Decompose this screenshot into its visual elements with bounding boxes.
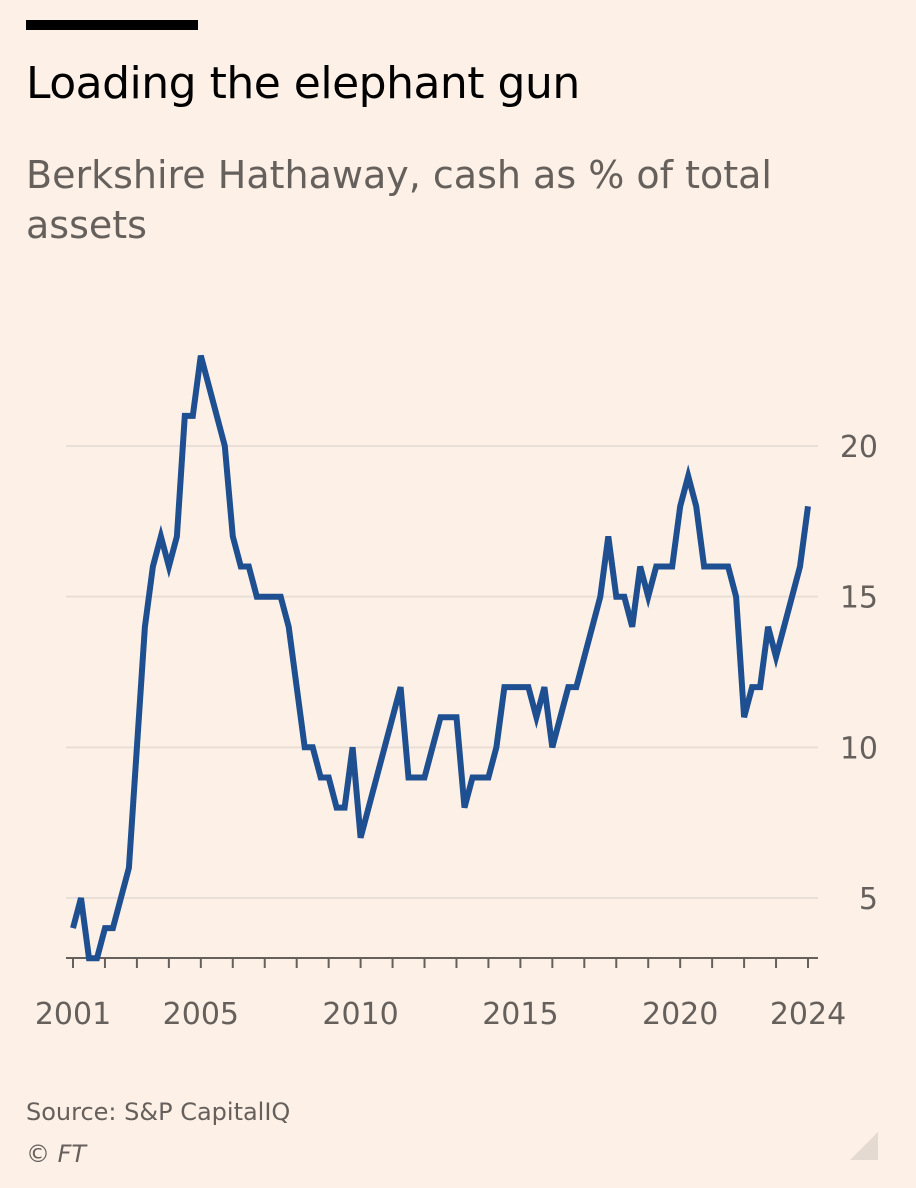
x-tick-label-2020: 2020 [642, 997, 718, 1032]
x-tick-label-2001: 2001 [35, 997, 111, 1032]
x-tick-label-2015: 2015 [482, 997, 558, 1032]
y-axis-labels: 5 10 15 20 [840, 430, 878, 917]
series-layer [70, 354, 811, 962]
y-tick-label-10: 10 [840, 731, 878, 766]
line-chart: 5 10 15 20 2001 2005 2010 2015 2020 2024 [35, 354, 878, 1032]
chart-title: Loading the elephant gun [26, 58, 580, 109]
x-axis-labels: 2001 2005 2010 2015 2020 2024 [35, 997, 846, 1032]
chart-subtitle: Berkshire Hathaway, cash as % of total a… [26, 153, 772, 247]
y-tick-label-20: 20 [840, 430, 878, 465]
gridlines [66, 445, 818, 899]
top-rule [26, 20, 198, 30]
y-tick-label-5: 5 [859, 882, 878, 917]
x-tick-label-2010: 2010 [322, 997, 398, 1032]
source-note: Source: S&P CapitalIQ [26, 1098, 291, 1126]
x-tick-label-2005: 2005 [163, 997, 239, 1032]
corner-triangle-icon [850, 1132, 878, 1160]
x-tick-label-2024: 2024 [770, 997, 846, 1032]
x-axis [66, 957, 818, 968]
ft-credit: © FT [26, 1140, 87, 1168]
series-line-0 [70, 354, 811, 962]
y-tick-label-15: 15 [840, 581, 878, 616]
